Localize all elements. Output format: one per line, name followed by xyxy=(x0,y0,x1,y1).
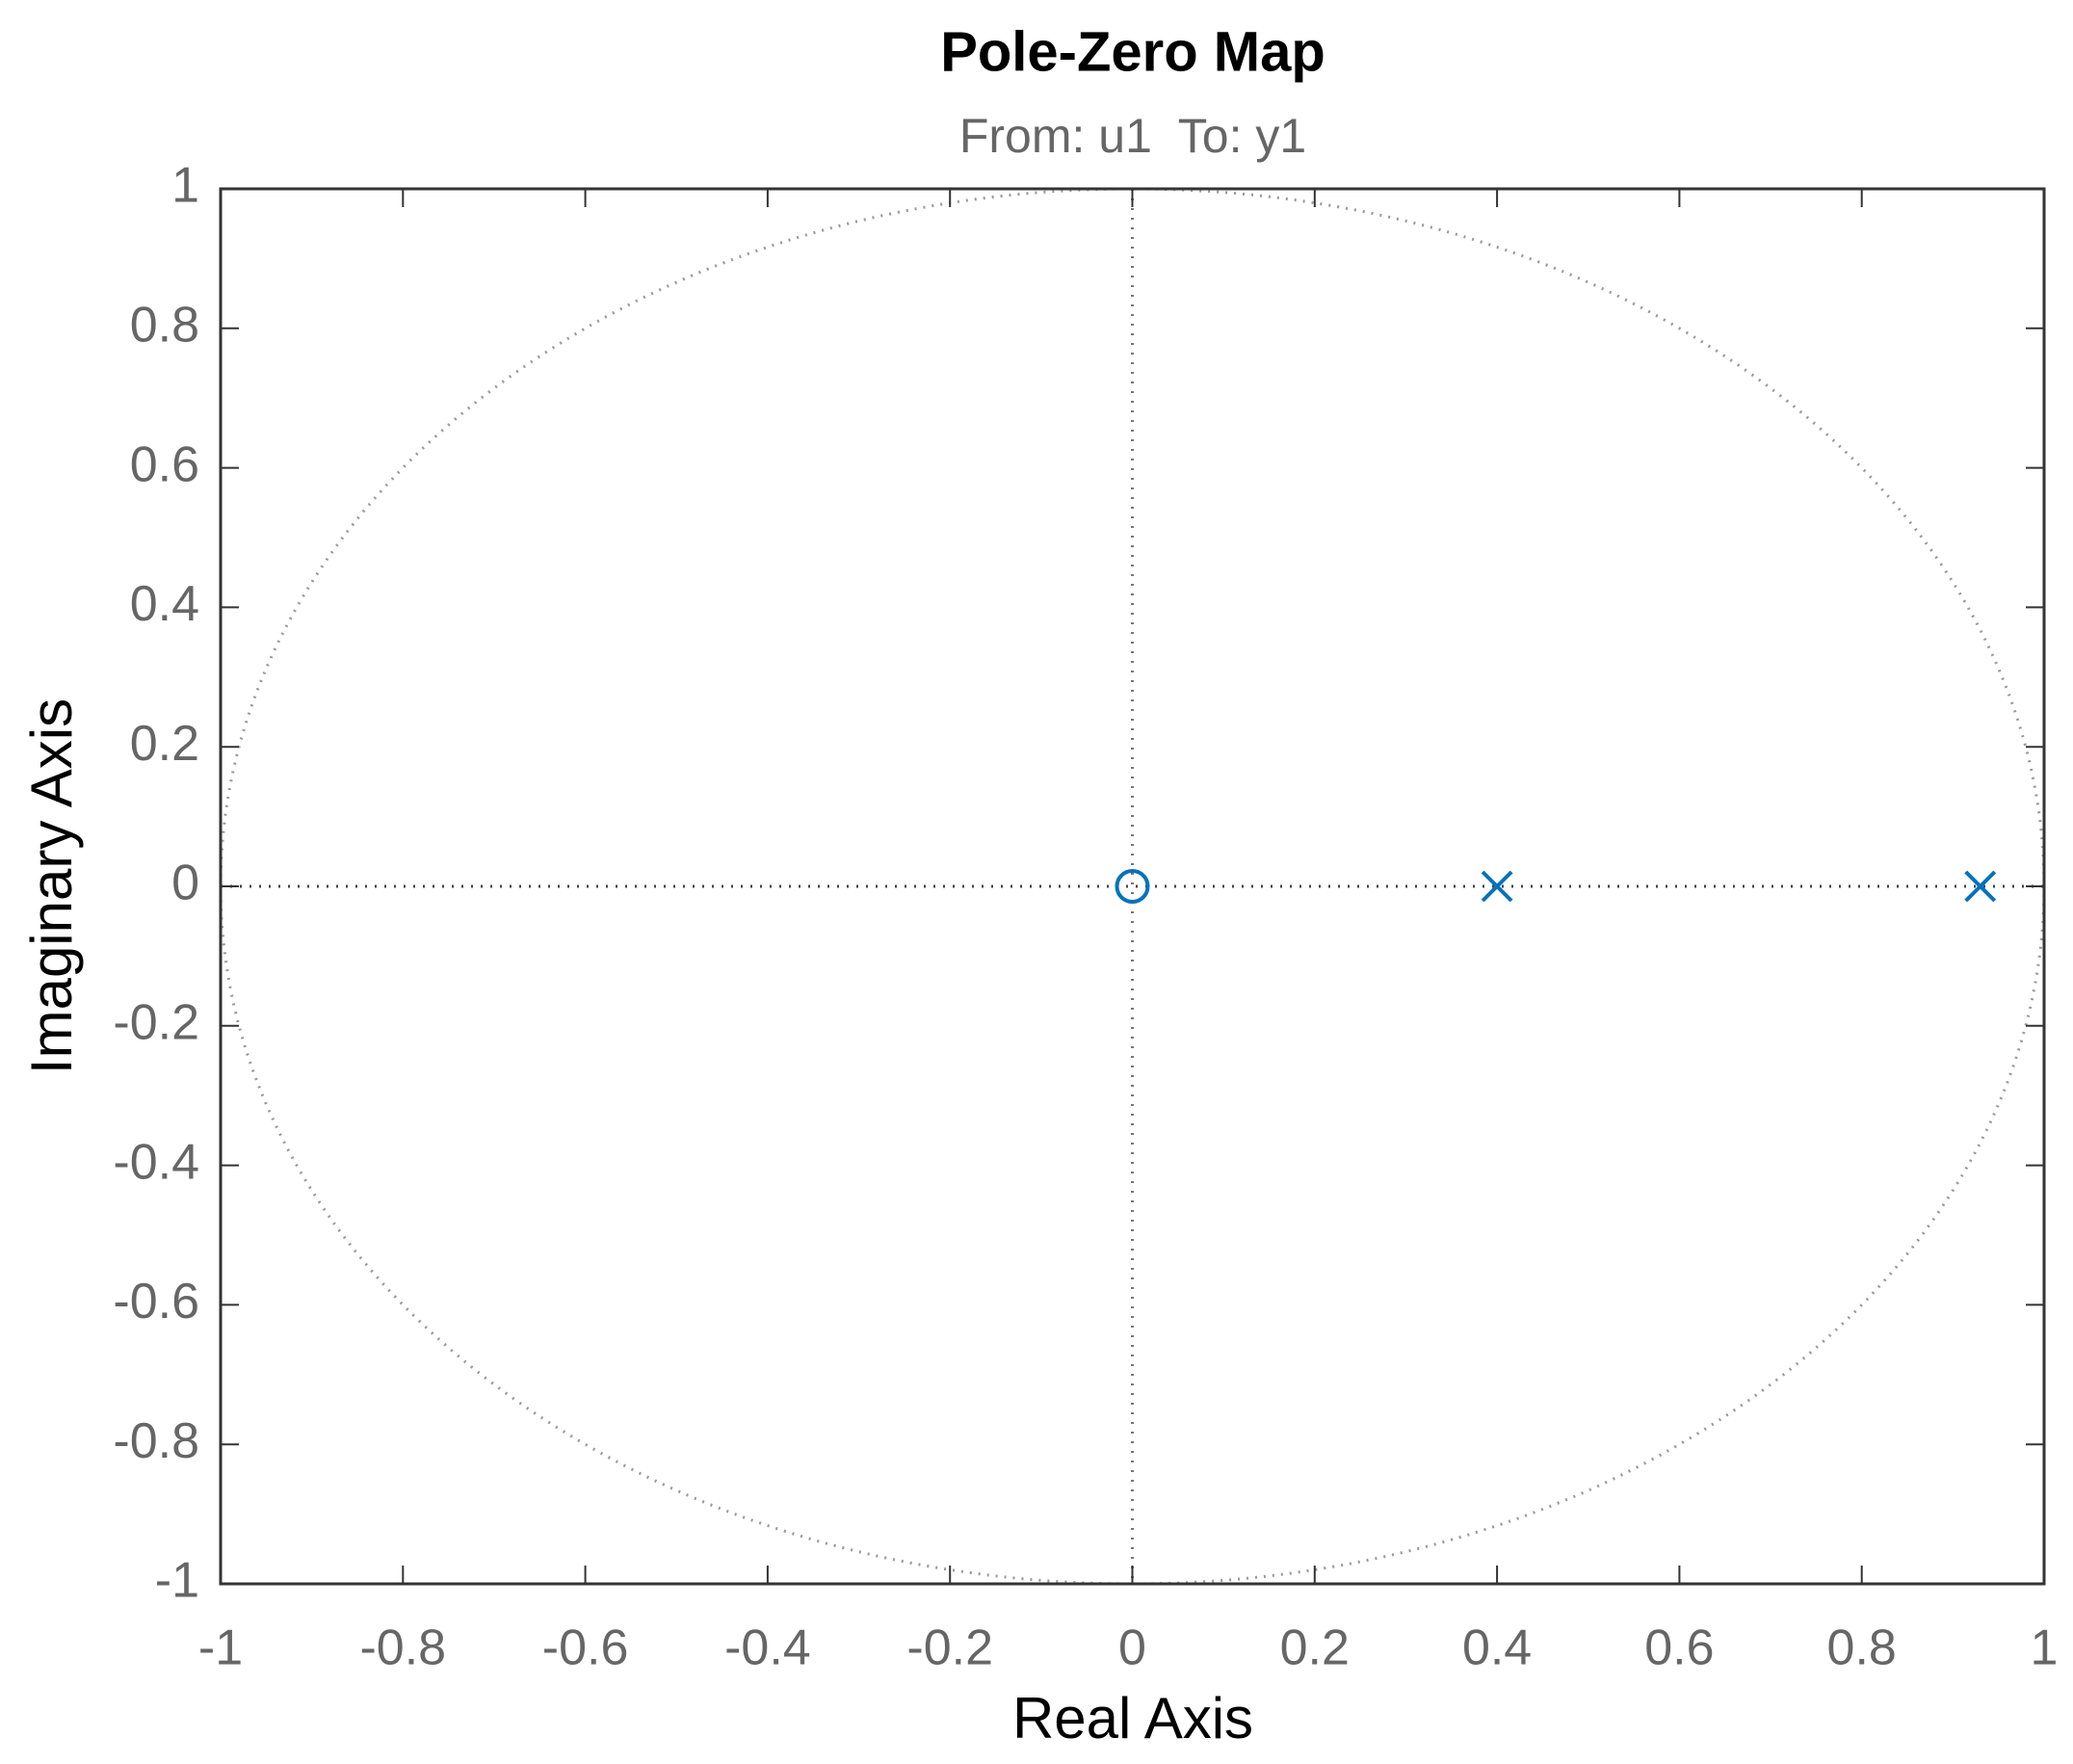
y-tick-label: -1 xyxy=(155,1553,199,1609)
x-tick-label: 0.4 xyxy=(1462,1620,1532,1676)
y-tick-label: -0.2 xyxy=(113,995,199,1051)
y-tick-label: 0.8 xyxy=(130,298,199,354)
y-tick-label: 0.4 xyxy=(130,576,199,632)
x-tick-label: -0.8 xyxy=(359,1620,446,1676)
chart-title: Pole-Zero Map xyxy=(940,20,1325,83)
pole-marker xyxy=(1481,870,1513,903)
x-tick-label: 0.2 xyxy=(1280,1620,1350,1676)
x-tick-label: -1 xyxy=(198,1620,243,1676)
y-axis-label: Imaginary Axis xyxy=(19,698,84,1074)
y-tick-label: -0.8 xyxy=(113,1413,199,1469)
x-tick-label: -0.2 xyxy=(906,1620,993,1676)
x-axis-label: Real Axis xyxy=(1012,1686,1253,1751)
x-tick-label: 1 xyxy=(2031,1620,2059,1676)
chart-subtitle: From: u1 To: y1 xyxy=(959,109,1306,163)
y-tick-label: 0.2 xyxy=(130,716,199,772)
plot-frame xyxy=(219,187,2046,1586)
x-tick-label: -0.4 xyxy=(724,1620,811,1676)
y-tick-label: -0.4 xyxy=(113,1134,199,1190)
y-tick-label: -0.6 xyxy=(113,1274,199,1330)
zero-marker xyxy=(1115,869,1150,904)
x-tick-label: 0.8 xyxy=(1827,1620,1897,1676)
y-tick-label: 0 xyxy=(171,856,199,911)
y-tick-label: 0.6 xyxy=(130,436,199,492)
x-tick-label: -0.6 xyxy=(542,1620,629,1676)
x-tick-label: 0.6 xyxy=(1644,1620,1714,1676)
pole-marker xyxy=(1964,870,1997,903)
y-tick-label: 1 xyxy=(171,158,199,214)
x-tick-label: 0 xyxy=(1118,1620,1146,1676)
